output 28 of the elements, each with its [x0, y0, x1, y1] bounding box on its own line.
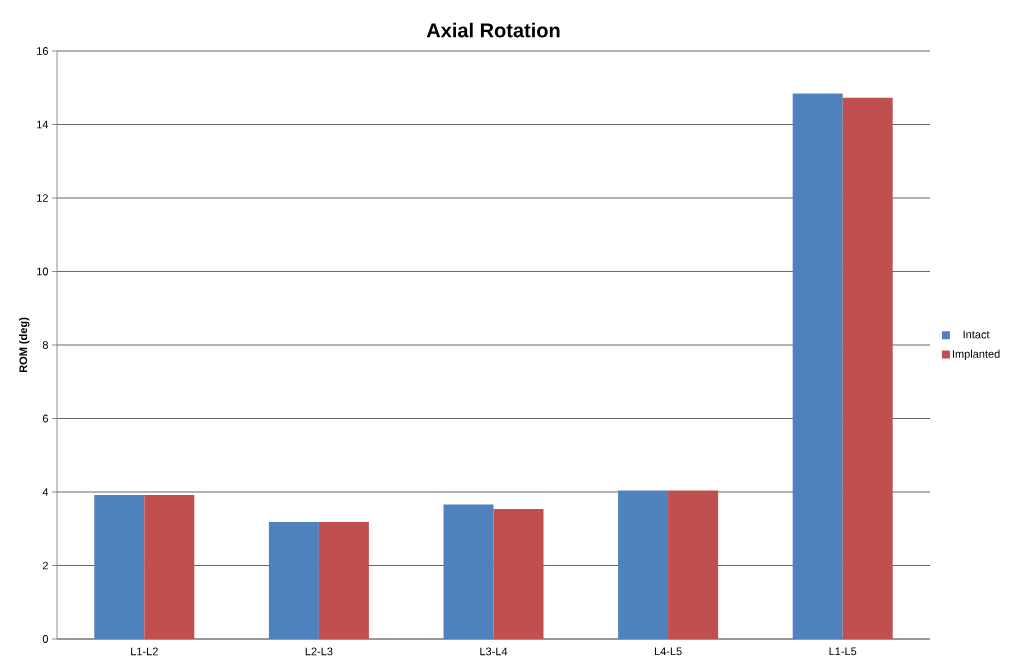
bar — [792, 93, 843, 639]
bar — [144, 494, 195, 639]
bar — [842, 97, 893, 639]
y-tick-label: 2 — [42, 561, 48, 570]
chart-title: Axial Rotation — [426, 22, 560, 38]
bar — [94, 494, 145, 639]
legend-label: Intact — [963, 330, 990, 339]
y-tick-label: 6 — [42, 414, 48, 423]
x-tick-label: L1-L2 — [131, 647, 158, 656]
bar — [443, 504, 494, 639]
y-tick-label: 8 — [42, 341, 48, 349]
y-axis-title: ROM (deg) — [19, 317, 30, 373]
y-tick-label: 0 — [42, 635, 49, 643]
bar — [268, 522, 319, 639]
x-tick-label: L1-L5 — [829, 647, 857, 656]
y-tick-label: 10 — [37, 267, 49, 276]
bar — [493, 508, 544, 639]
y-tick-label: 4 — [42, 488, 49, 496]
bar — [668, 490, 719, 639]
x-tick-label: L2-L3 — [305, 647, 333, 656]
y-tick-label: 14 — [37, 120, 49, 129]
bar — [318, 522, 369, 639]
bar — [618, 490, 669, 639]
x-tick-label: L3-L4 — [480, 647, 508, 656]
legend-label: Implanted — [952, 349, 1000, 361]
y-tick-label: 12 — [37, 194, 48, 202]
x-tick-label: L4-L5 — [654, 647, 682, 656]
y-tick-label: 16 — [37, 47, 48, 55]
